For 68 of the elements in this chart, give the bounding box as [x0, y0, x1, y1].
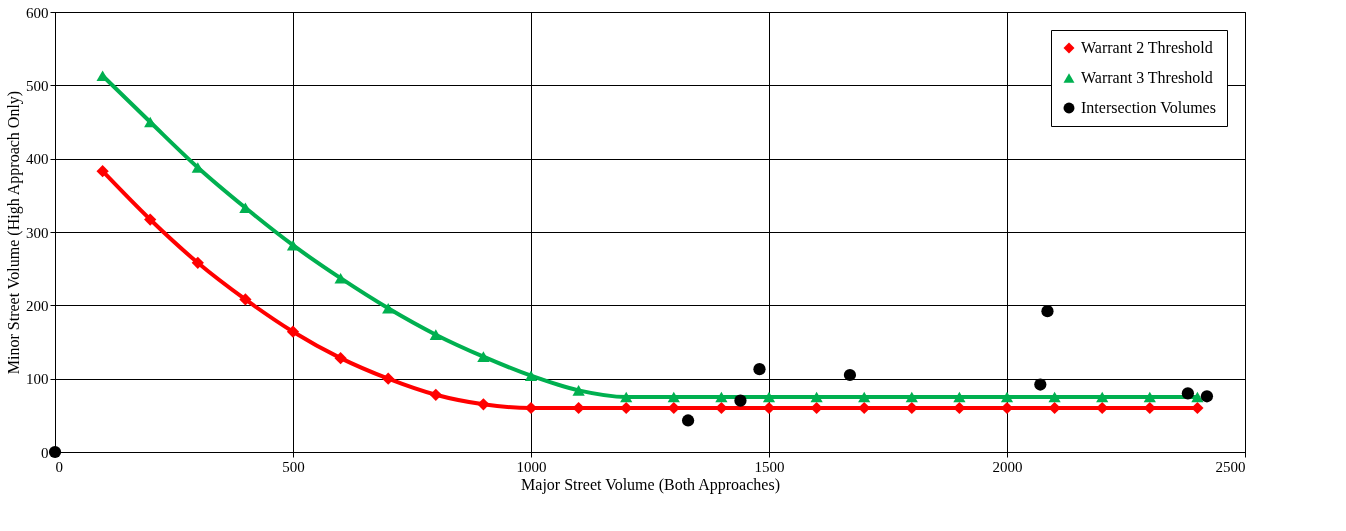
legend-label: Warrant 2 Threshold — [1081, 39, 1213, 56]
point — [1034, 378, 1047, 391]
y-tick-label: 600 — [26, 4, 49, 21]
y-tick-label: 400 — [26, 151, 49, 168]
point — [382, 372, 395, 385]
point — [334, 272, 347, 284]
point — [858, 401, 871, 415]
point — [1041, 305, 1054, 318]
point — [429, 329, 442, 340]
point — [667, 401, 680, 415]
legend-label: Warrant 3 Threshold — [1081, 69, 1213, 86]
point — [477, 351, 490, 362]
point — [858, 391, 871, 403]
point — [620, 391, 633, 403]
point — [239, 293, 252, 306]
point — [753, 363, 766, 376]
y-tick-label: 500 — [26, 77, 49, 94]
point — [48, 445, 62, 459]
legend-label: Intersection Volumes — [1081, 99, 1216, 116]
point — [286, 239, 300, 251]
point — [286, 325, 300, 338]
y-axis-title: Minor Street Volume (High Approach Only) — [5, 90, 23, 375]
point — [905, 401, 918, 415]
point — [1143, 391, 1156, 403]
point — [620, 401, 633, 415]
x-tick-label: 2000 — [992, 458, 1023, 475]
point — [905, 391, 918, 403]
point — [1096, 401, 1109, 415]
y-tick-label: 200 — [26, 297, 49, 314]
point — [734, 394, 747, 407]
y-tick-label: 100 — [26, 371, 49, 388]
x-axis-title: Major Street Volume (Both Approaches) — [521, 475, 780, 494]
x-tick-label: 0 — [55, 458, 63, 475]
point — [144, 213, 157, 226]
point — [810, 401, 823, 415]
point — [810, 391, 823, 403]
point — [1000, 391, 1014, 403]
x-tick-label: 500 — [282, 458, 305, 475]
x-tick-label: 2500 — [1215, 458, 1246, 475]
point — [334, 352, 347, 365]
point — [572, 385, 585, 396]
y-tick-label: 300 — [26, 224, 49, 241]
point — [477, 398, 490, 411]
point — [429, 388, 442, 401]
point — [1191, 401, 1204, 415]
point — [1143, 401, 1156, 415]
point — [1096, 391, 1109, 403]
point — [843, 368, 857, 382]
point — [762, 391, 776, 403]
point — [681, 414, 695, 427]
point — [96, 165, 109, 178]
point — [953, 391, 966, 403]
x-tick-label: 1000 — [516, 458, 547, 475]
point — [382, 302, 395, 314]
point — [572, 401, 585, 415]
point — [524, 370, 538, 382]
point — [191, 256, 204, 269]
point — [1181, 387, 1194, 400]
point — [1191, 391, 1204, 403]
point — [715, 391, 728, 403]
y-tick-label: 0 — [41, 444, 49, 461]
x-tick-label: 1500 — [754, 458, 785, 475]
point — [715, 401, 728, 415]
point — [1048, 401, 1061, 415]
point — [667, 391, 680, 403]
point — [953, 401, 966, 415]
point — [1200, 390, 1214, 403]
point — [1048, 391, 1061, 403]
